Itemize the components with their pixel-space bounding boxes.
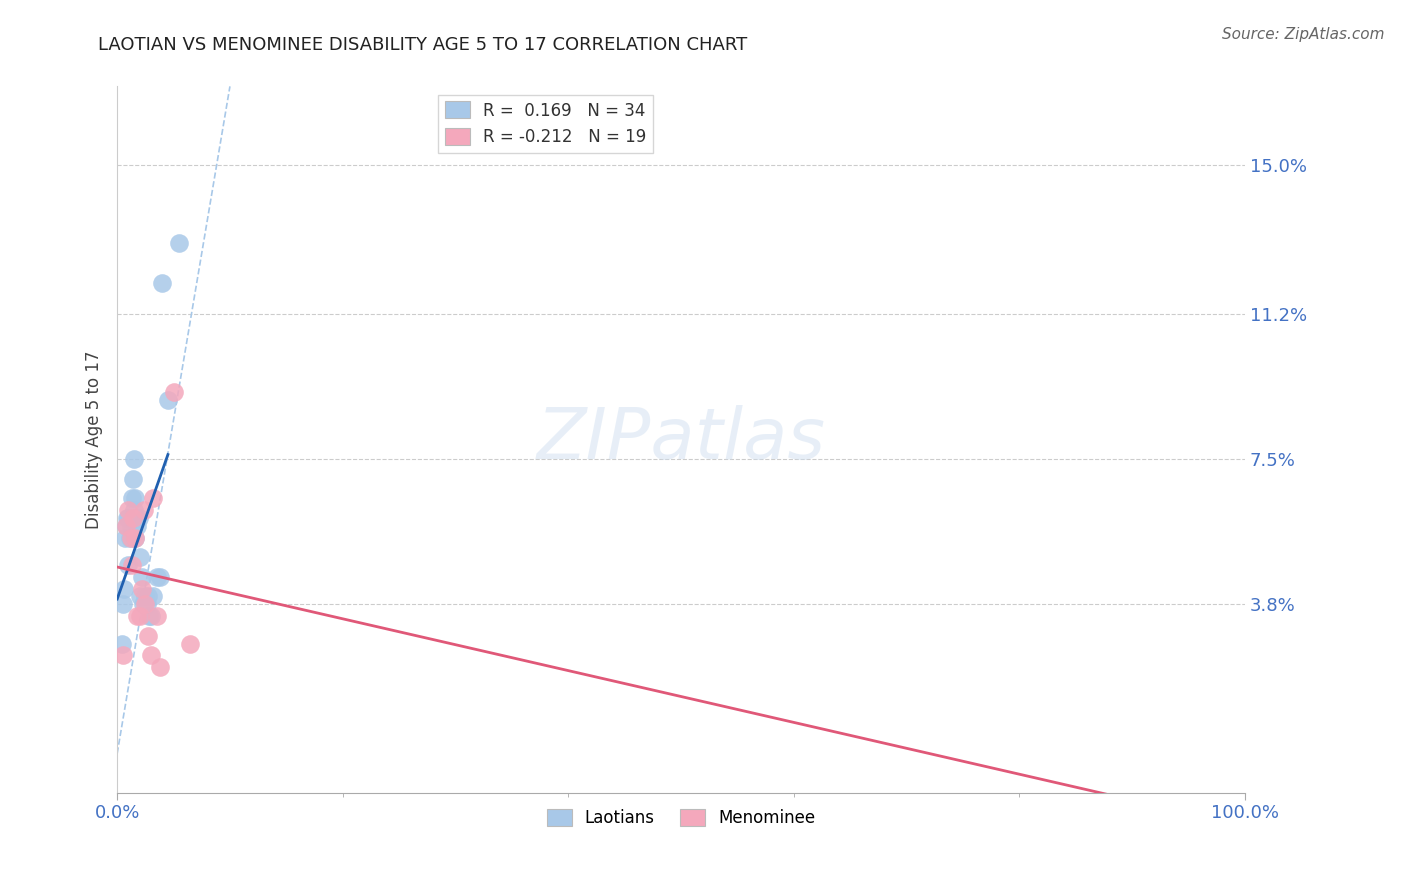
Point <box>117 511 139 525</box>
Point <box>127 518 149 533</box>
Point <box>131 582 153 596</box>
Point <box>114 531 136 545</box>
Point <box>162 385 184 400</box>
Point <box>179 636 201 650</box>
Point <box>127 609 149 624</box>
Point <box>121 491 143 506</box>
Text: ZIPatlas: ZIPatlas <box>537 405 825 474</box>
Legend: Laotians, Menominee: Laotians, Menominee <box>540 802 823 834</box>
Point <box>135 597 157 611</box>
Point <box>139 648 162 663</box>
Point <box>117 511 139 525</box>
Point <box>142 590 165 604</box>
Y-axis label: Disability Age 5 to 17: Disability Age 5 to 17 <box>86 351 103 529</box>
Point <box>120 518 142 533</box>
Point <box>156 393 179 408</box>
Point <box>132 597 155 611</box>
Point <box>115 518 138 533</box>
Point <box>134 503 156 517</box>
Point <box>122 472 145 486</box>
Point <box>125 511 148 525</box>
Point <box>118 531 141 545</box>
Point <box>138 609 160 624</box>
Point <box>117 503 139 517</box>
Point <box>112 582 135 596</box>
Point <box>150 276 173 290</box>
Point <box>131 570 153 584</box>
Point <box>117 558 139 572</box>
Point <box>128 550 150 565</box>
Point <box>134 597 156 611</box>
Point <box>121 558 143 572</box>
Point <box>128 590 150 604</box>
Point <box>167 236 190 251</box>
Point <box>122 452 145 467</box>
Point <box>120 531 142 545</box>
Point <box>124 491 146 506</box>
Point <box>136 629 159 643</box>
Point <box>149 660 172 674</box>
Point <box>136 590 159 604</box>
Point <box>122 503 145 517</box>
Point <box>145 570 167 584</box>
Point <box>139 609 162 624</box>
Point <box>124 531 146 545</box>
Text: LAOTIAN VS MENOMINEE DISABILITY AGE 5 TO 17 CORRELATION CHART: LAOTIAN VS MENOMINEE DISABILITY AGE 5 TO… <box>98 36 748 54</box>
Point <box>111 648 134 663</box>
Point <box>134 590 156 604</box>
Point <box>122 511 145 525</box>
Point <box>145 609 167 624</box>
Point <box>115 518 138 533</box>
Point <box>142 491 165 506</box>
Point <box>128 511 150 525</box>
Point <box>124 531 146 545</box>
Point <box>111 597 134 611</box>
Point <box>149 570 172 584</box>
Point <box>128 609 150 624</box>
Text: Source: ZipAtlas.com: Source: ZipAtlas.com <box>1222 27 1385 42</box>
Point <box>111 636 134 650</box>
